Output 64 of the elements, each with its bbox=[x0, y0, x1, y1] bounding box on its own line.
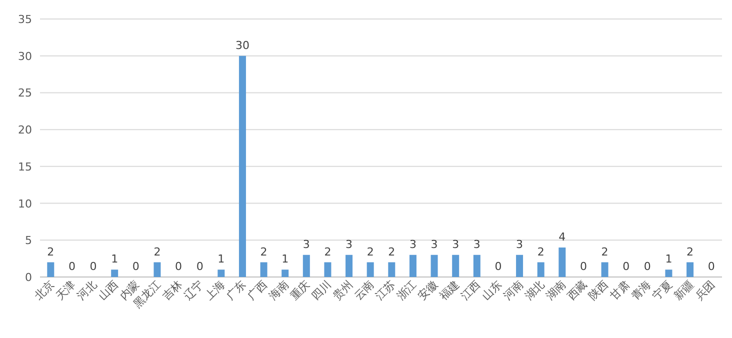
bar bbox=[388, 262, 396, 277]
data-label: 3 bbox=[473, 238, 480, 251]
data-label: 2 bbox=[366, 245, 374, 258]
bar bbox=[665, 270, 672, 277]
data-label: 2 bbox=[47, 245, 54, 258]
data-label: 3 bbox=[516, 238, 524, 251]
data-label: 3 bbox=[302, 238, 310, 251]
data-label: 0 bbox=[644, 260, 651, 273]
bar bbox=[260, 262, 268, 277]
data-label: 2 bbox=[260, 245, 268, 258]
data-label: 2 bbox=[537, 245, 544, 258]
bar bbox=[282, 270, 289, 277]
data-label: 3 bbox=[346, 238, 353, 251]
y-tick-label: 0 bbox=[25, 271, 32, 284]
data-label: 0 bbox=[132, 260, 140, 273]
bar bbox=[473, 254, 480, 277]
data-label: 0 bbox=[494, 260, 502, 273]
y-tick-label: 25 bbox=[18, 86, 32, 100]
data-label: 3 bbox=[452, 238, 460, 251]
data-label: 0 bbox=[580, 260, 587, 273]
y-tick-label: 5 bbox=[25, 234, 32, 248]
bar bbox=[238, 56, 246, 277]
y-tick-label: 35 bbox=[18, 13, 32, 26]
bar bbox=[111, 270, 118, 277]
data-label: 2 bbox=[686, 245, 694, 258]
bar bbox=[409, 254, 416, 277]
y-tick-label: 20 bbox=[18, 124, 32, 137]
y-tick-label: 30 bbox=[18, 50, 32, 63]
bar bbox=[430, 254, 438, 277]
data-label: 3 bbox=[409, 238, 416, 251]
data-label: 2 bbox=[154, 245, 161, 258]
x-tick-label: 北京 bbox=[32, 278, 57, 303]
bar bbox=[686, 262, 694, 277]
data-label: 30 bbox=[235, 38, 250, 52]
data-label: 0 bbox=[196, 260, 204, 273]
data-label: 0 bbox=[68, 260, 76, 273]
y-tick-label: 15 bbox=[18, 160, 32, 174]
bar bbox=[516, 254, 524, 277]
x-tick-label: 河北 bbox=[74, 278, 100, 303]
bar bbox=[218, 270, 225, 277]
y-tick-label: 10 bbox=[18, 197, 32, 210]
bar bbox=[346, 254, 353, 277]
data-label: 1 bbox=[282, 252, 289, 266]
bar bbox=[366, 262, 374, 277]
bar bbox=[558, 248, 566, 277]
bar bbox=[302, 254, 310, 277]
data-label: 2 bbox=[388, 245, 396, 258]
bar bbox=[154, 262, 161, 277]
data-label: 1 bbox=[111, 252, 118, 266]
data-label: 2 bbox=[601, 245, 608, 258]
bar bbox=[47, 262, 54, 277]
data-label: 2 bbox=[324, 245, 332, 258]
bar bbox=[601, 262, 608, 277]
data-label: 3 bbox=[430, 238, 438, 251]
data-label: 4 bbox=[558, 230, 566, 244]
data-label: 0 bbox=[708, 260, 715, 273]
bar bbox=[324, 262, 332, 277]
bar bbox=[537, 262, 544, 277]
data-label: 0 bbox=[622, 260, 630, 273]
data-label: 0 bbox=[90, 260, 97, 273]
data-label: 1 bbox=[665, 252, 672, 266]
bar bbox=[452, 254, 460, 277]
data-label: 0 bbox=[175, 260, 182, 273]
data-label: 1 bbox=[218, 252, 225, 266]
